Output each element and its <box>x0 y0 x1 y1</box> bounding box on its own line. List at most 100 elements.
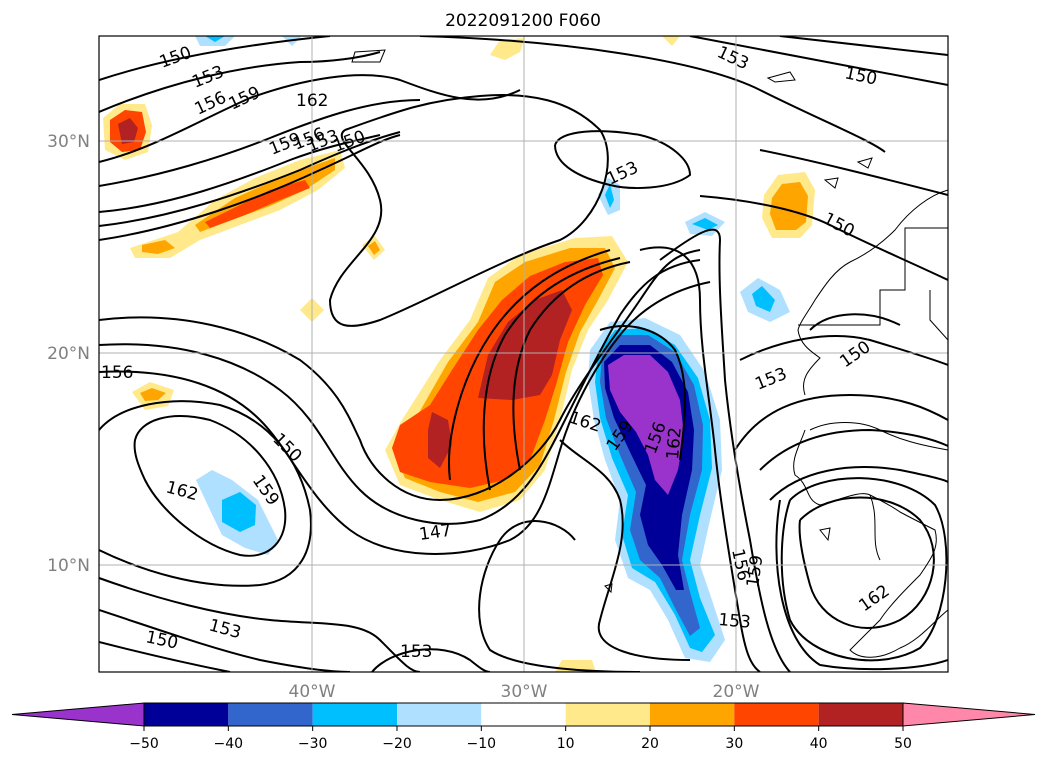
colorbar-extend-low <box>11 702 145 727</box>
contour-label: 156 <box>101 363 133 383</box>
coast-africa-west <box>793 429 948 658</box>
colorbar-tick-label: −20 <box>382 736 412 752</box>
contour-high-west-2 <box>99 400 312 587</box>
warm-anomaly-nw-orange-2 <box>142 240 175 254</box>
lon-label-30w: 30°W <box>501 682 548 702</box>
contour-nw-3 <box>99 74 521 163</box>
colorbar-tick-label: 10 <box>557 736 575 752</box>
coast-inland <box>809 422 948 451</box>
contour-nw-7 <box>99 134 401 241</box>
contour-trough-2 <box>99 259 701 525</box>
colorbar-segment <box>481 703 566 726</box>
contour-high-west <box>133 415 287 557</box>
contour-trough-inner-a <box>448 249 611 481</box>
contour-nw-1 <box>99 36 331 81</box>
colorbar-segment <box>650 703 735 726</box>
contour-big-loop-west <box>329 94 609 327</box>
warm-anomaly-top-small <box>490 38 525 60</box>
lat-label-30n: 30°N <box>47 132 90 152</box>
contour-label: 153 <box>400 642 432 662</box>
lon-label-20w: 20°W <box>713 682 760 702</box>
colorbar-segment <box>734 703 819 726</box>
contour-purple-edge <box>599 325 686 461</box>
lat-label-20n: 20°N <box>47 344 90 364</box>
colorbar-tick-label: 40 <box>810 736 828 752</box>
contour-east-high-2 <box>780 477 948 662</box>
colorbar-frame <box>143 702 904 727</box>
warm-anomaly-central-darkred <box>478 290 572 400</box>
contour-trough-1 <box>99 249 701 501</box>
contour-south-3 <box>99 641 231 672</box>
colorbar-segment <box>228 703 313 726</box>
contour-150-east <box>699 195 948 281</box>
warm-anomaly-topleft-darkred <box>118 118 138 144</box>
contour-top-arc <box>419 36 886 153</box>
coastlines <box>351 49 948 658</box>
coast-canary-3 <box>856 157 873 169</box>
warm-anomaly-nw-redorange <box>205 180 310 228</box>
coast-island-c <box>819 527 831 542</box>
map-frame <box>98 35 949 673</box>
contour-153-east <box>739 335 948 366</box>
colorbar-tick-label: −40 <box>214 736 244 752</box>
contour-east-1 <box>734 394 948 451</box>
contour-150-east-2 <box>759 149 948 196</box>
contour-top-right-2 <box>779 36 948 56</box>
coast-island-a <box>351 49 386 63</box>
coast-border-2 <box>929 290 948 341</box>
contour-top-right <box>689 36 948 86</box>
contour-label: 147 <box>418 521 453 545</box>
map-title: 2022091200 F060 <box>445 11 601 31</box>
cold-anomaly-spot-a-sky <box>605 184 614 208</box>
contour-trough-inner-b <box>482 257 621 491</box>
colorbar-extend-high <box>902 702 1036 727</box>
cold-anomaly-west-sky <box>222 492 256 532</box>
contour-trough-inner-c <box>512 261 631 471</box>
contour-153-south <box>371 648 491 672</box>
warm-anomaly-spot-west-orange <box>140 388 166 401</box>
contour-nw-6 <box>99 131 401 227</box>
warm-anomaly-east-orange <box>770 182 808 230</box>
coast-canary-2 <box>823 177 839 189</box>
contour-south-2 <box>99 609 351 672</box>
contour-east-high-3 <box>775 499 948 671</box>
contour-trough-3 <box>99 281 711 555</box>
colorbar-segment <box>397 703 482 726</box>
colorbar-segment <box>144 703 229 726</box>
warm-anomaly-top-small-2 <box>662 36 680 46</box>
coast-africa-north <box>797 189 948 396</box>
lon-label-40w: 40°W <box>289 682 336 702</box>
coast-morocco-border <box>798 227 948 326</box>
lat-label-10n: 10°N <box>47 556 90 576</box>
contour-ridge-east-2 <box>659 228 791 672</box>
warm-anomaly-central-darkred-2 <box>428 412 452 468</box>
cold-anomaly-top-a-sky <box>205 36 225 42</box>
height-contours <box>99 36 948 672</box>
coast-canary-1 <box>766 71 796 83</box>
colorbar-tick-label: 30 <box>725 736 743 752</box>
contour-ridge-east <box>639 246 761 672</box>
colorbar-segment <box>818 703 903 726</box>
colorbar-tick-label: −30 <box>298 736 328 752</box>
contour-153-east-2 <box>809 313 901 331</box>
contour-east-3 <box>769 466 948 501</box>
colorbar: −50 −40 −30 −20 −10 10 20 30 40 50 <box>11 702 1036 752</box>
colorbar-tick-label: 50 <box>894 736 912 752</box>
coast-inland-2 <box>869 494 881 561</box>
map-content <box>99 36 948 672</box>
contour-loop-153 <box>554 130 691 189</box>
cold-anomaly-spot-c-sky <box>752 286 775 312</box>
warm-anomaly-spot-small-2-orange <box>368 241 380 255</box>
colorbar-segment <box>565 703 650 726</box>
contour-label: 159 <box>743 554 767 589</box>
colorbar-tick-label: −10 <box>467 736 497 752</box>
cold-anomaly-central-purple <box>608 355 684 495</box>
coast-island-b <box>604 583 613 594</box>
contour-label: 162 <box>663 426 686 460</box>
contour-east-high-1 <box>798 496 935 629</box>
cold-anomaly-spot-b-sky <box>692 218 718 230</box>
contour-nw-4 <box>99 99 421 187</box>
contour-label: 153 <box>718 610 752 633</box>
colorbar-tick-label: −50 <box>129 736 159 752</box>
